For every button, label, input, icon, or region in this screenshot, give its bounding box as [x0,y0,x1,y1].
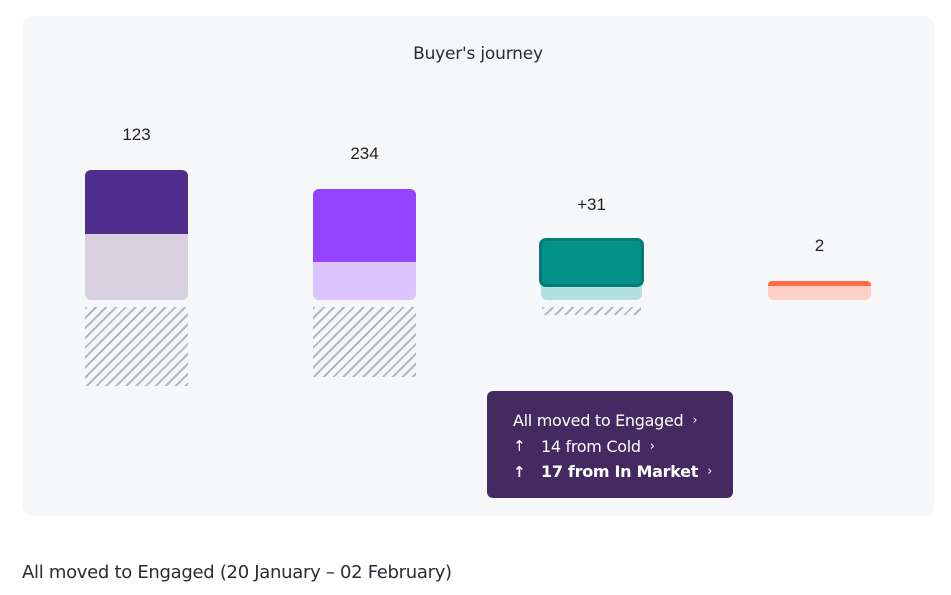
bar-current[interactable] [85,170,188,234]
column-value: +31 [577,195,606,214]
column-1[interactable]: 123 [85,116,188,396]
buyers-journey-card: Buyer's journey 123 234 +31 2 [22,16,934,516]
tooltip-row-text: 14 from Cold [541,436,641,456]
chevron-right-icon: › [649,438,655,454]
tooltip-all-moved-link[interactable]: All moved to Engaged › [513,408,733,434]
arrow-up-icon: ↑ [513,437,526,456]
section-title: All moved to Engaged (20 January – 02 Fe… [22,562,452,583]
tooltip-from-in-market-link[interactable]: ↑ 17 from In Market › [513,459,733,485]
arrow-up-icon: ↑ [513,462,526,481]
bar-previous[interactable] [313,262,416,300]
tooltip-row-text: 17 from In Market [541,462,699,482]
bar-hatched [85,307,188,386]
tooltip-from-cold-link[interactable]: ↑ 14 from Cold › [513,434,733,460]
engaged-tooltip: All moved to Engaged › ↑ 14 from Cold › … [487,391,733,498]
column-value: 123 [122,125,151,144]
tooltip-title: All moved to Engaged [513,411,684,431]
bar-previous[interactable] [85,234,188,300]
bar-hatched [313,307,416,377]
bar-current[interactable] [539,238,644,287]
chevron-right-icon: › [692,413,698,429]
column-value: 2 [814,236,825,255]
chevron-right-icon: › [707,464,712,480]
bar-hatched [542,307,641,315]
column-4[interactable]: 2 [768,116,871,316]
bar-previous[interactable] [768,282,871,300]
column-3[interactable]: +31 [539,116,644,336]
chart-title: Buyer's journey [413,44,543,64]
column-2[interactable]: 234 [313,116,416,396]
bar-current[interactable] [313,189,416,263]
column-value: 234 [350,144,379,163]
bar-current[interactable] [768,281,871,286]
